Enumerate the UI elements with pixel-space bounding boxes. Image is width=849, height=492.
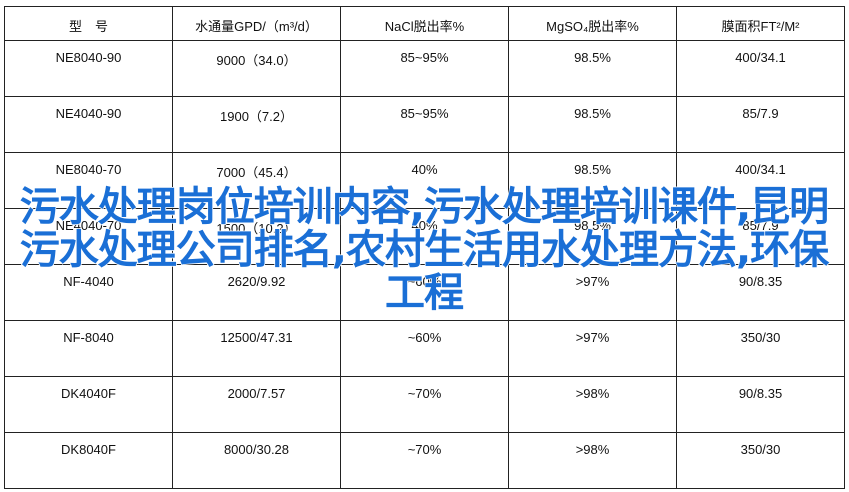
- table-cell: NF-8040: [4, 320, 173, 377]
- table-cell: 85/7.9: [676, 208, 845, 265]
- table-cell: 12500/47.31: [172, 320, 341, 377]
- table-cell: 85~95%: [340, 40, 509, 97]
- table-cell: >97%: [508, 320, 677, 377]
- table-cell: ~60%: [340, 320, 509, 377]
- table-row: NE8040-90 9000（34.0） 85~95% 98.5% 400/34.1: [4, 40, 845, 97]
- header-cell: NaCl脱出率%: [340, 6, 509, 41]
- table-cell: 7000（45.4）: [172, 152, 341, 209]
- table-cell: 2620/9.92: [172, 264, 341, 321]
- table-cell: 2000/7.57: [172, 376, 341, 433]
- table-cell: 1900（7.2）: [172, 96, 341, 153]
- table-row: DK8040F 8000/30.28 ~70% >98% 350/30: [4, 432, 845, 489]
- table-cell: 400/34.1: [676, 152, 845, 209]
- table-cell: 85~95%: [340, 96, 509, 153]
- table-cell: ~70%: [340, 376, 509, 433]
- table-cell: 85/7.9: [676, 96, 845, 153]
- table-row: NE4040-90 1900（7.2） 85~95% 98.5% 85/7.9: [4, 96, 845, 153]
- table-cell: ~70%: [340, 432, 509, 489]
- table-cell: DK4040F: [4, 376, 173, 433]
- table-cell: 98.5%: [508, 96, 677, 153]
- table-cell: 90/8.35: [676, 376, 845, 433]
- table-row: DK4040F 2000/7.57 ~70% >98% 90/8.35: [4, 376, 845, 433]
- overlay-text: 污水处理岗位培训内容,污水处理培训课件,昆明污水处理公司排名,农村生活用水处理方…: [19, 184, 830, 316]
- table-cell: 90/8.35: [676, 264, 845, 321]
- table-cell: 350/30: [676, 320, 845, 377]
- table-cell: >98%: [508, 376, 677, 433]
- table-cell: NE4040-70: [4, 208, 173, 265]
- table-cell: 98.5%: [508, 40, 677, 97]
- table-cell: DK8040F: [4, 432, 173, 489]
- table-cell: NF-4040: [4, 264, 173, 321]
- table-cell: NE8040-70: [4, 152, 173, 209]
- table-row: NE4040-70 1500（10.2） 40% 98.5% 85/7.9: [4, 208, 845, 265]
- header-cell: 水通量GPD/（m³/d）: [172, 6, 341, 41]
- table-cell: NE4040-90: [4, 96, 173, 153]
- table-cell: 400/34.1: [676, 40, 845, 97]
- table-row: NF-4040 2620/9.92 ~60% >97% 90/8.35: [4, 264, 845, 321]
- table-cell: >98%: [508, 432, 677, 489]
- header-cell: MgSO₄脱出率%: [508, 6, 677, 41]
- header-row: 型 号水通量GPD/（m³/d） NaCl脱出率% MgSO₄脱出率% 膜面积FT²/…: [4, 6, 845, 41]
- table-row: NF-8040 12500/47.31 ~60% >97% 350/30: [4, 320, 845, 377]
- table-row: NE8040-70 7000（45.4） 40% 98.5% 400/34.1: [4, 152, 845, 209]
- header-cell: 型 号: [4, 6, 173, 41]
- table-cell: 9000（34.0）: [172, 40, 341, 97]
- table-cell: 8000/30.28: [172, 432, 341, 489]
- table-cell: ~60%: [340, 264, 509, 321]
- spec-table: 型 号水通量GPD/（m³/d） NaCl脱出率% MgSO₄脱出率% 膜面积FT²/…: [4, 6, 845, 489]
- table-cell: >97%: [508, 264, 677, 321]
- table-body: NE8040-90 9000（34.0） 85~95% 98.5% 400/34.1 NE…: [4, 40, 845, 489]
- table-cell: NE8040-90: [4, 40, 173, 97]
- header-cell: 膜面积FT²/M²: [676, 6, 845, 41]
- table-cell: 350/30: [676, 432, 845, 489]
